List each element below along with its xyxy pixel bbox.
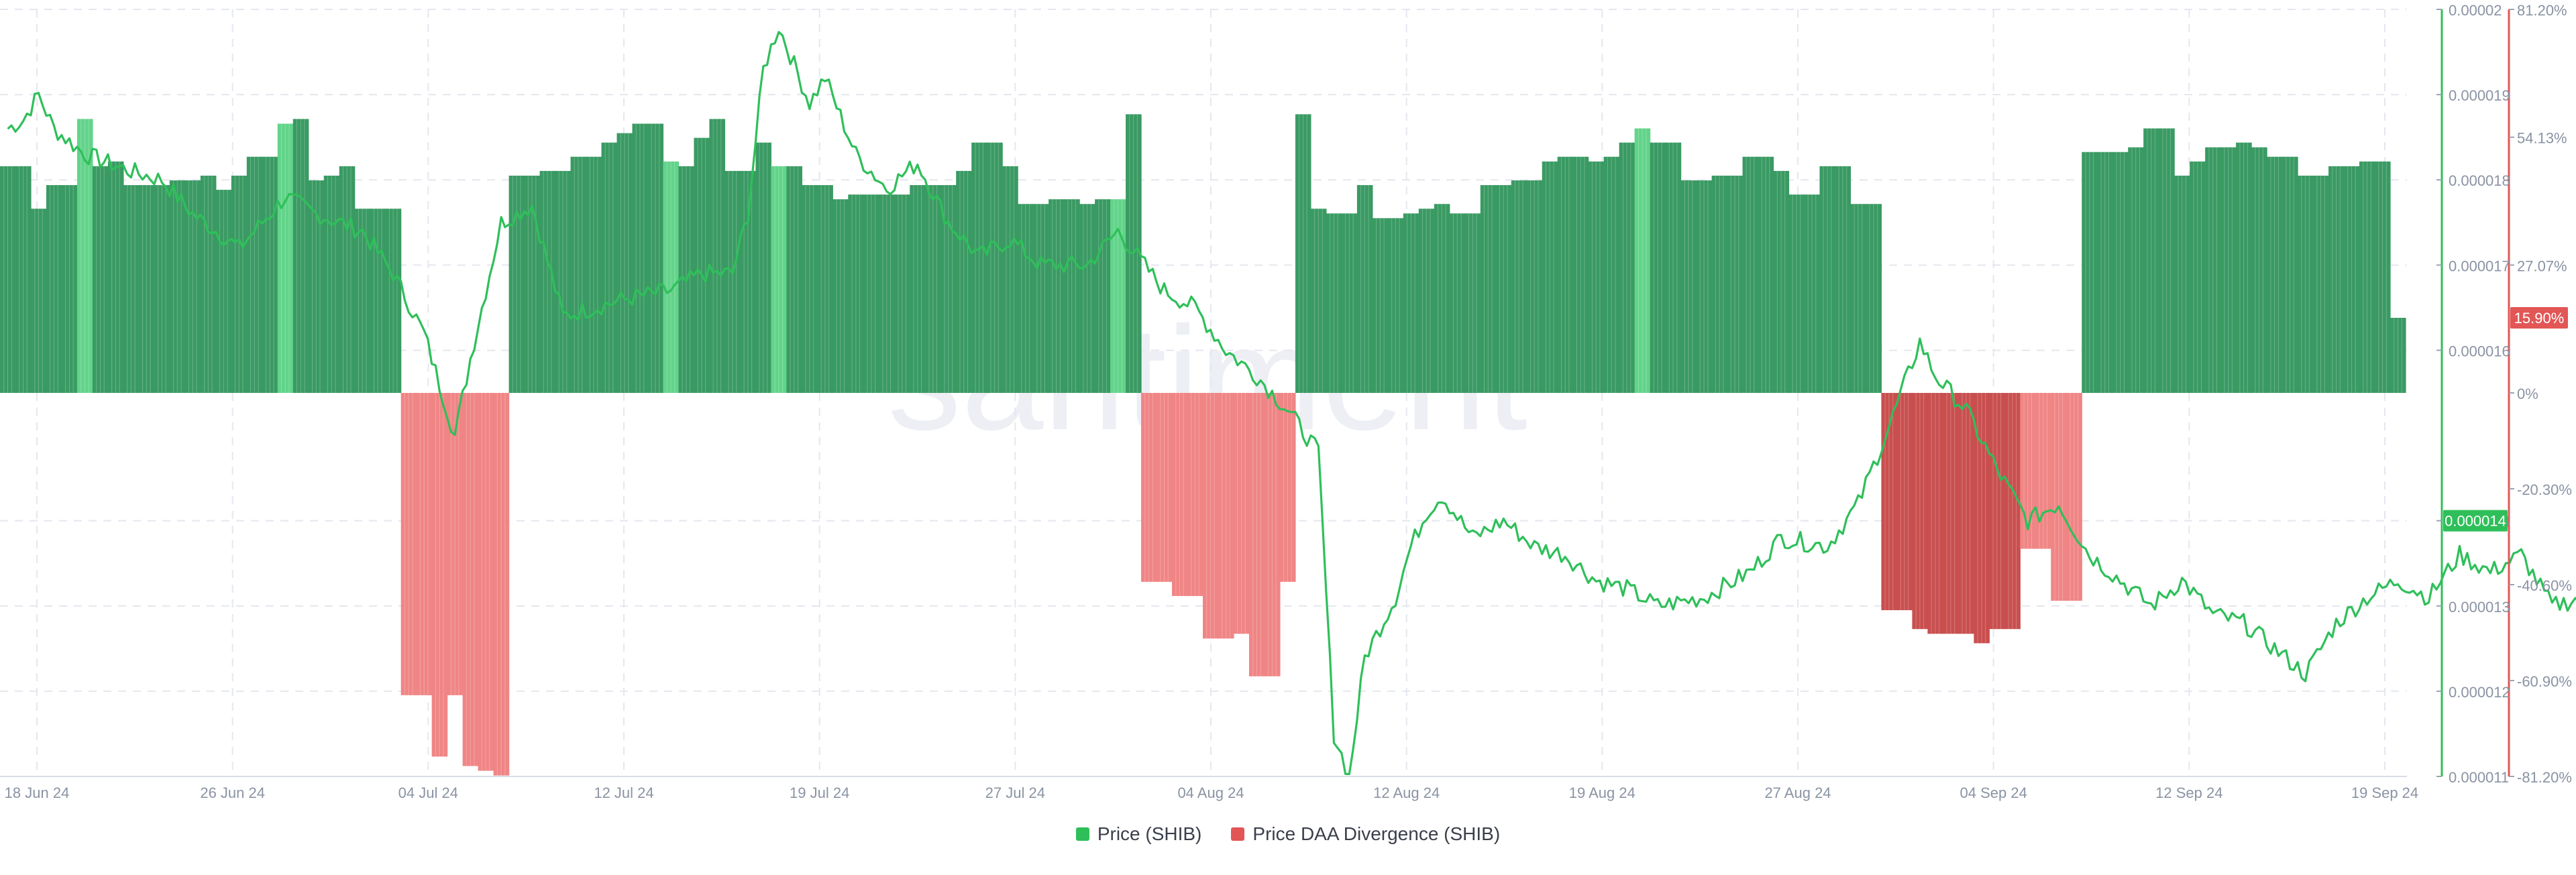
x-tick-label: 12 Jul 24 [594,784,653,801]
divergence-tick-label: 54.13% [2517,130,2567,147]
price-tick-label: 0.000016 [2449,343,2510,359]
price-tick-label: 0.000019 [2449,87,2510,104]
legend: Price (SHIB) Price DAA Divergence (SHIB) [0,823,2576,845]
legend-item-divergence[interactable]: Price DAA Divergence (SHIB) [1231,823,1500,845]
legend-item-price[interactable]: Price (SHIB) [1076,823,1202,845]
price-tick-label: 0.000018 [2449,172,2510,189]
divergence-tick-label: -20.30% [2517,481,2572,498]
divergence-bars [0,114,2406,775]
x-tick-label: 12 Aug 24 [1373,784,1440,801]
divergence-badge-label: 15.90% [2514,310,2565,327]
legend-swatch-price [1076,827,1089,841]
x-tick-label: 19 Aug 24 [1569,784,1635,801]
divergence-tick-label: -40.60% [2517,577,2572,594]
x-tick-label: 04 Jul 24 [398,784,458,801]
price-tick-label: 0.000017 [2449,257,2510,274]
x-tick-label: 04 Sep 24 [1960,784,2027,801]
x-tick-label: 27 Aug 24 [1764,784,1831,801]
x-tick-label: 18 Jun 24 [5,784,70,801]
price-tick-label: 0.000011 [2449,769,2509,786]
price-tick-label: 0.000013 [2449,599,2510,616]
divergence-tick-label: -60.90% [2517,673,2572,690]
x-tick-label: 19 Sep 24 [2351,784,2418,801]
divergence-tick-label: 81.20% [2517,2,2567,19]
divergence-tick-label: 27.07% [2517,257,2567,274]
price-tick-label: 0.00002 [2449,2,2502,19]
legend-label-price: Price (SHIB) [1097,823,1202,845]
legend-label-divergence: Price DAA Divergence (SHIB) [1252,823,1500,845]
price-tick-label: 0.000012 [2449,684,2510,701]
x-tick-label: 27 Jul 24 [985,784,1045,801]
divergence-tick-label: -81.20% [2517,769,2572,786]
divergence-tick-label: 0% [2517,386,2538,402]
x-tick-label: 12 Sep 24 [2155,784,2222,801]
x-tick-label: 19 Jul 24 [790,784,849,801]
legend-swatch-divergence [1231,827,1244,841]
price-badge-label: 0.000014 [2445,513,2506,530]
x-tick-label: 26 Jun 24 [200,784,265,801]
x-tick-label: 04 Aug 24 [1177,784,1244,801]
